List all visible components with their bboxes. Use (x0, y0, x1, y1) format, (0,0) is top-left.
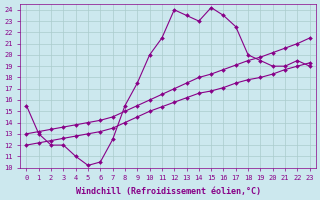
X-axis label: Windchill (Refroidissement éolien,°C): Windchill (Refroidissement éolien,°C) (76, 187, 260, 196)
